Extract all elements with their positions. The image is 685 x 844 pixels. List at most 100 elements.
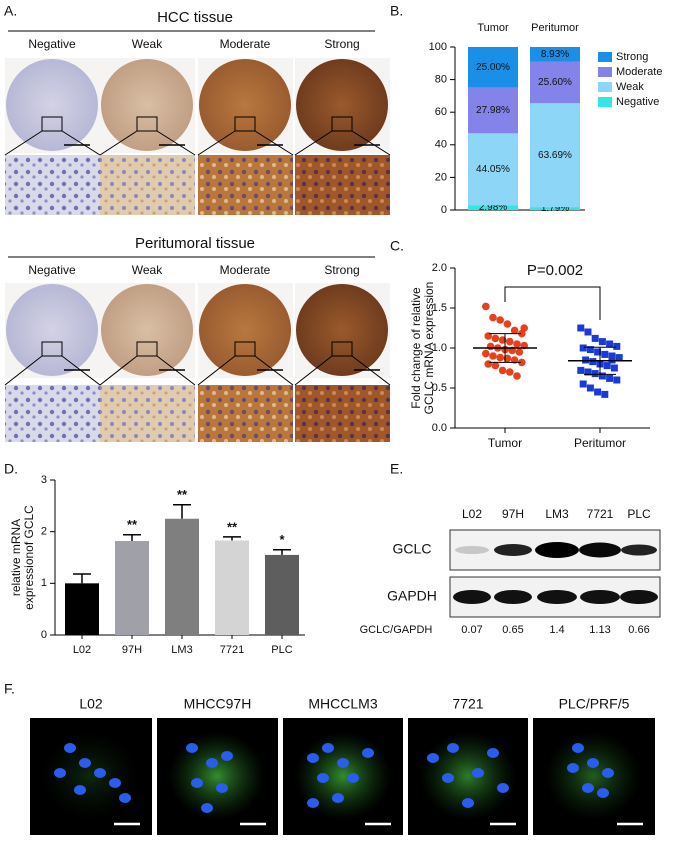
zoom-box (331, 116, 353, 132)
nucleus (487, 748, 499, 758)
point (489, 313, 497, 322)
point (603, 362, 611, 370)
point (594, 348, 602, 356)
nucleus (221, 751, 233, 761)
point (591, 370, 599, 378)
point (506, 368, 514, 376)
point (613, 342, 621, 350)
lane-label: PLC (627, 507, 651, 521)
bar-segment (468, 87, 518, 134)
point (498, 366, 507, 375)
ratio-value: 1.4 (549, 624, 564, 636)
zoom-line (156, 130, 196, 156)
nucleus (109, 778, 121, 788)
nucleus (497, 783, 509, 793)
value-label: 27.98% (476, 105, 510, 116)
row-label: GAPDH (387, 588, 437, 604)
point (608, 352, 616, 360)
y-tick-label: 0 (41, 629, 47, 641)
significance: ** (127, 517, 138, 532)
tissue-core (199, 284, 291, 376)
nucleus (74, 785, 86, 795)
value-label: 8.93% (541, 49, 569, 60)
point (482, 349, 490, 358)
legend-label: Negative (616, 96, 659, 108)
column-label: Negative (28, 37, 76, 51)
band (494, 544, 532, 556)
nucleus (347, 773, 359, 783)
nucleus (191, 778, 203, 788)
bar (265, 554, 299, 635)
bar-segment (530, 207, 580, 210)
y-axis-label: Fold change of relative (409, 287, 423, 409)
nucleus (362, 748, 374, 758)
cell-label: MHCC97H (184, 696, 252, 712)
lane-label: 7721 (587, 507, 614, 521)
zoom-line (4, 130, 43, 156)
nucleus (64, 743, 76, 753)
significance: * (279, 532, 285, 547)
nucleus (567, 763, 579, 773)
zoom-box (41, 116, 63, 132)
zoom-box (136, 116, 158, 132)
zoom-image (5, 155, 100, 215)
bar (115, 540, 149, 635)
point (486, 342, 495, 351)
nucleus (472, 768, 484, 778)
zoom-image (100, 385, 195, 442)
column-label: Negative (28, 263, 76, 277)
x-tick-label: LM3 (171, 644, 192, 656)
zoom-box (41, 341, 63, 357)
legend-swatch (598, 52, 612, 62)
point (606, 374, 614, 382)
y-axis-label: relative mRNA (9, 519, 23, 596)
tissue-core (6, 59, 98, 151)
point (613, 376, 621, 384)
value-label: 25.60% (538, 77, 572, 88)
cell-label: 7721 (452, 696, 483, 712)
point (591, 334, 599, 342)
tissue-core (296, 59, 388, 151)
nucleus (201, 803, 213, 813)
column-label: Strong (324, 37, 359, 51)
zoom-line (61, 130, 101, 156)
y-tick-label: 0 (441, 204, 447, 216)
ratio-value: 0.65 (502, 624, 523, 636)
cytoplasm (545, 732, 641, 820)
nucleus (54, 768, 66, 778)
y-tick-label: 3 (41, 474, 47, 486)
y-tick-label: 0.5 (432, 382, 447, 394)
nucleus (582, 783, 594, 793)
tissue-core (199, 59, 291, 151)
section-title: HCC tissue (157, 9, 233, 26)
point (586, 346, 594, 354)
point (606, 340, 614, 348)
significance: ** (177, 487, 188, 502)
nucleus (216, 783, 228, 793)
zoom-image (5, 385, 100, 442)
point (615, 354, 623, 362)
value-label: 63.69% (538, 150, 572, 161)
point (608, 356, 616, 364)
value-label: 44.05% (476, 164, 510, 175)
point (601, 350, 609, 358)
band (453, 590, 491, 604)
section-title: Peritumoral tissue (135, 235, 255, 252)
x-tick-label: 97H (122, 644, 142, 656)
value-label: 2.98% (479, 202, 507, 213)
nucleus (587, 758, 599, 768)
column-label: Moderate (220, 263, 271, 277)
tissue-core (6, 284, 98, 376)
point (579, 380, 587, 388)
point (491, 334, 500, 343)
zoom-line (294, 130, 333, 156)
point (503, 320, 512, 328)
legend-label: Moderate (616, 66, 662, 78)
y-tick-label: 80 (435, 74, 447, 86)
point (506, 337, 514, 346)
zoom-box (234, 116, 256, 132)
band (537, 590, 577, 604)
bar (65, 583, 99, 635)
point (586, 384, 594, 392)
y-tick-label: 2.0 (432, 262, 447, 274)
